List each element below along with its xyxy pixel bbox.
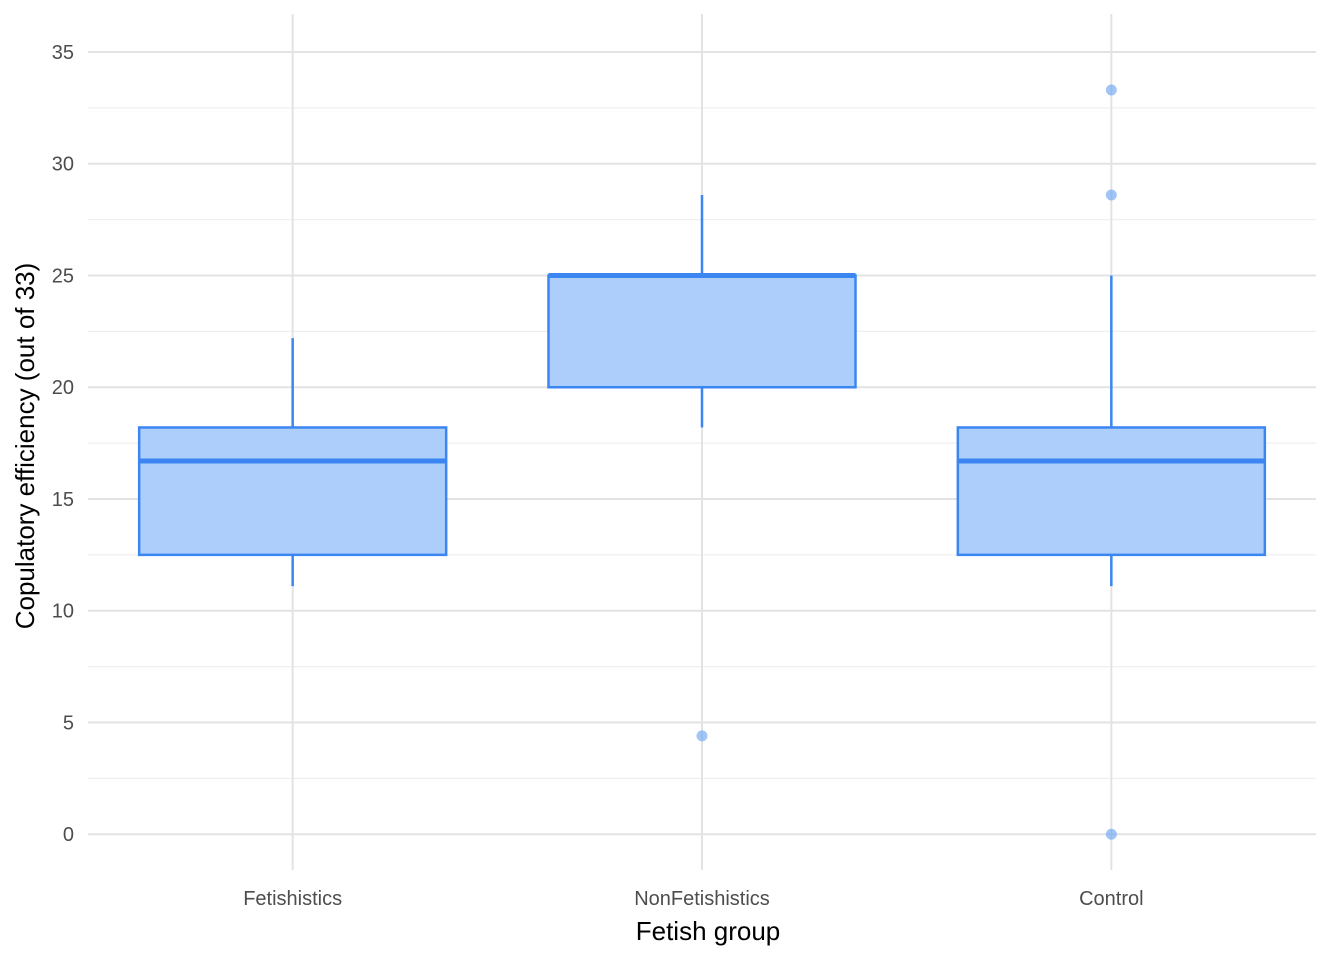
boxes <box>137 84 1267 840</box>
outlier-point <box>1105 828 1117 840</box>
y-tick-label: 10 <box>52 601 74 623</box>
y-tick-label: 5 <box>63 712 74 734</box>
x-axis-ticks: Fetishistics NonFetishistics Control <box>243 888 1143 910</box>
box-body <box>137 426 448 557</box>
y-tick-label: 30 <box>52 154 74 176</box>
y-tick-label: 35 <box>52 42 74 64</box>
outlier-point <box>1105 189 1117 201</box>
outlier-point <box>1105 84 1117 96</box>
box-body <box>547 274 857 389</box>
y-axis-ticks: 0 5 10 15 20 25 30 35 <box>52 42 74 846</box>
box-fetishistics <box>137 338 448 587</box>
x-tick-label: NonFetishistics <box>634 888 770 910</box>
y-tick-label: 25 <box>52 265 74 287</box>
x-axis-title: Fetish group <box>636 916 781 946</box>
box-control <box>956 84 1267 840</box>
x-tick-label: Control <box>1079 888 1143 910</box>
y-tick-label: 20 <box>52 377 74 399</box>
y-tick-label: 0 <box>63 824 74 846</box>
outlier-point <box>696 730 708 742</box>
box-nonfetishistics <box>547 195 857 742</box>
x-tick-label: Fetishistics <box>243 888 342 910</box>
box-body <box>956 426 1267 557</box>
y-tick-label: 15 <box>52 489 74 511</box>
y-axis-title: Copulatory efficiency (out of 33) <box>10 263 40 630</box>
